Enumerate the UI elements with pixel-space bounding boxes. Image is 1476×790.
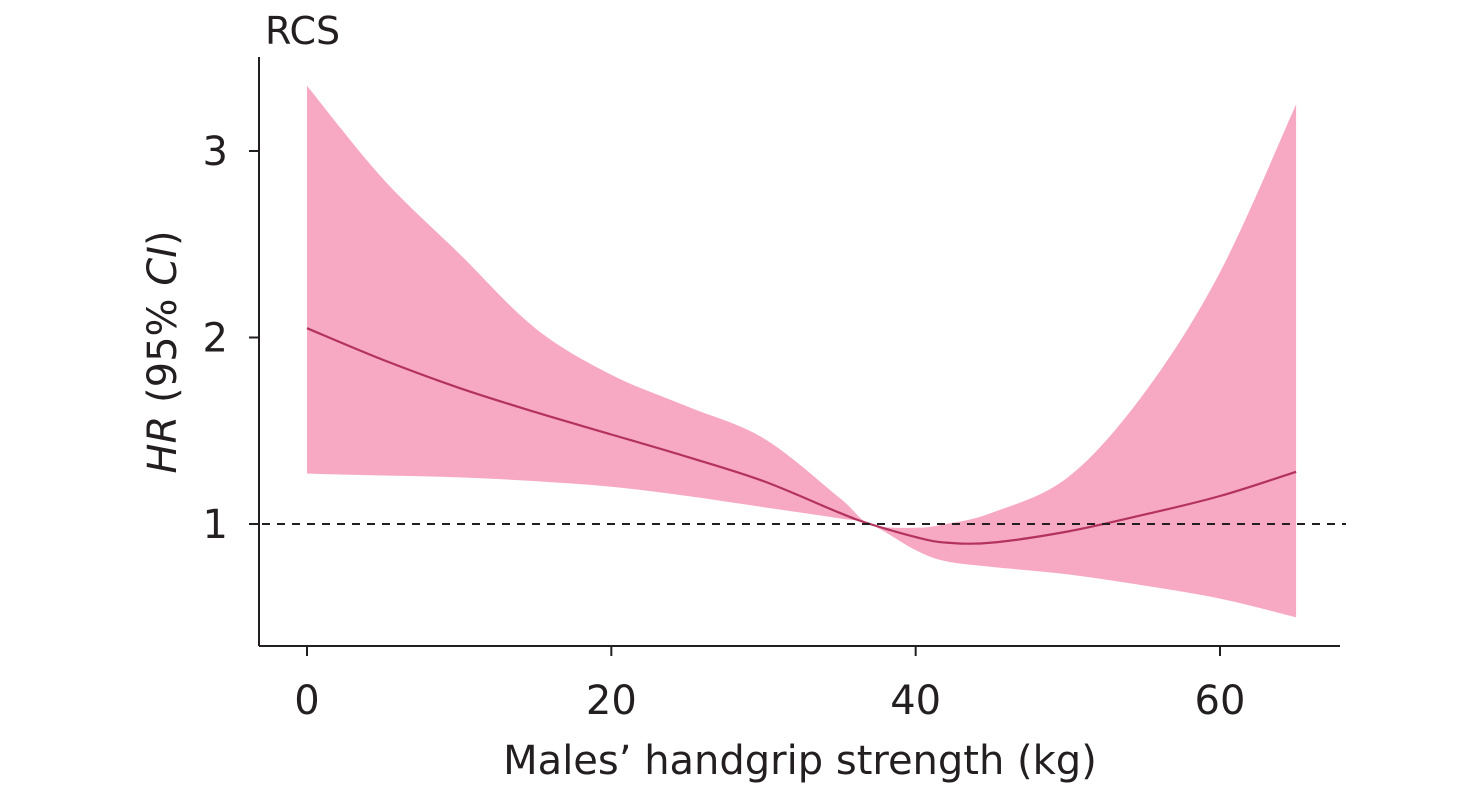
chart-title: RCS <box>265 9 340 53</box>
y-axis-label: HR (95% CI) <box>140 230 186 473</box>
y-axis-label-hr: HR <box>140 416 186 474</box>
y-axis-label-close: ) <box>140 230 186 246</box>
y-ticks: 1 2 3 <box>203 129 259 548</box>
y-tick-label: 2 <box>203 316 228 362</box>
y-axis-label-ci: CI <box>140 246 186 286</box>
ci-band <box>307 85 1297 618</box>
x-tick-label: 40 <box>890 678 941 724</box>
x-tick-label: 60 <box>1195 678 1246 724</box>
x-tick-label: 0 <box>294 678 319 724</box>
y-tick-label: 1 <box>203 502 228 548</box>
x-axis-label: Males’ handgrip strength (kg) <box>503 738 1097 784</box>
x-ticks: 0 20 40 60 <box>294 646 1245 724</box>
plot-area <box>262 85 1346 618</box>
x-tick-label: 20 <box>586 678 637 724</box>
y-axis-label-open: (95% <box>140 286 186 416</box>
y-tick-label: 3 <box>203 129 228 175</box>
